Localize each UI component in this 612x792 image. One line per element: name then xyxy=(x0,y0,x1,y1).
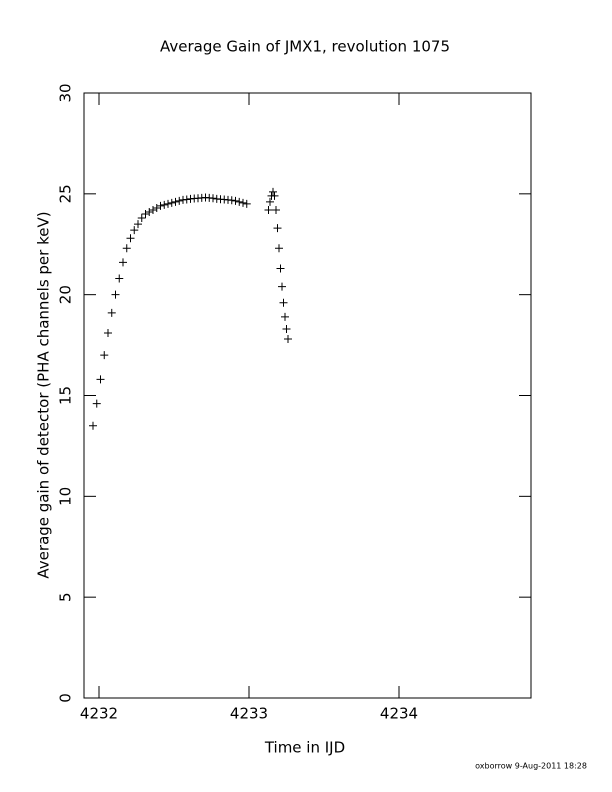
data-point xyxy=(284,335,292,344)
x-tick-label: 4232 xyxy=(80,705,118,723)
x-axis-label: Time in IJD xyxy=(264,739,345,757)
data-point xyxy=(273,224,282,233)
data-point xyxy=(160,200,169,209)
data-point xyxy=(279,298,288,307)
data-point xyxy=(149,205,157,214)
data-point xyxy=(156,201,165,210)
data-point xyxy=(164,199,172,208)
data-point xyxy=(137,214,146,223)
data-point xyxy=(272,205,280,214)
data-point xyxy=(100,351,109,360)
data-point xyxy=(270,191,279,200)
data-point xyxy=(145,207,154,216)
data-point xyxy=(171,197,180,206)
data-point xyxy=(282,324,291,333)
y-tick-label: 25 xyxy=(57,184,75,203)
plot-frame xyxy=(83,92,532,699)
y-tick-label: 0 xyxy=(57,693,75,703)
y-axis-label: Average gain of detector (PHA channels p… xyxy=(35,211,53,578)
data-point xyxy=(152,203,161,212)
x-tick-label: 4234 xyxy=(380,705,418,723)
data-point xyxy=(264,205,273,214)
data-point xyxy=(130,226,139,235)
y-tick-label: 10 xyxy=(57,487,75,506)
data-point xyxy=(275,244,283,253)
data-point xyxy=(126,234,135,243)
data-point xyxy=(266,197,274,206)
data-point xyxy=(119,258,127,267)
data-point xyxy=(134,220,142,229)
chart-title: Average Gain of JMX1, revolution 1075 xyxy=(160,38,450,56)
data-point xyxy=(141,210,150,218)
data-point xyxy=(269,187,277,196)
data-point xyxy=(167,198,176,207)
data-point xyxy=(104,328,112,337)
x-tick-label: 4233 xyxy=(230,705,268,723)
y-tick-label: 15 xyxy=(57,386,75,405)
data-point xyxy=(111,290,120,299)
footer: oxborrow 9-Aug-2011 18:28 xyxy=(475,762,587,771)
data-point xyxy=(235,197,244,206)
data-point xyxy=(281,312,289,321)
data-point xyxy=(209,194,217,203)
data-point xyxy=(175,196,184,205)
data-point xyxy=(276,264,285,273)
data-point xyxy=(231,196,240,205)
data-point xyxy=(239,198,247,207)
data-point xyxy=(242,199,251,208)
data-point xyxy=(278,282,286,291)
y-tick-label: 30 xyxy=(57,83,75,102)
data-point xyxy=(107,308,116,317)
y-tick-label: 5 xyxy=(57,592,75,602)
data-point xyxy=(92,399,101,408)
data-point xyxy=(182,195,191,204)
data-point xyxy=(89,421,97,430)
y-tick-label: 20 xyxy=(57,285,75,304)
data-point xyxy=(122,244,131,253)
data-point xyxy=(96,375,105,384)
data-point xyxy=(115,274,124,283)
data-point xyxy=(227,196,236,205)
